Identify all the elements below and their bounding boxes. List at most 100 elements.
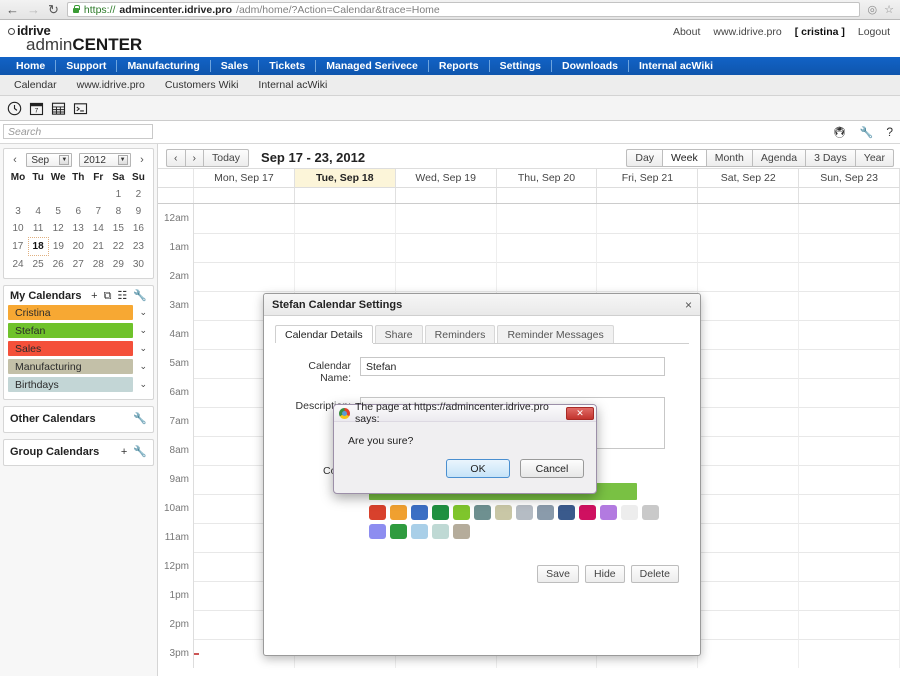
mini-calendar-day[interactable]: 2 [135, 189, 142, 200]
calendar-slot[interactable] [597, 262, 699, 291]
calendar-color-bar[interactable]: Sales ⌄ [8, 341, 147, 356]
mini-calendar-day[interactable]: 22 [112, 241, 124, 252]
day-header-tue[interactable]: Tue, Sep 18 [294, 169, 396, 187]
tab-calendar-details[interactable]: Calendar Details [275, 325, 373, 343]
import-calendar-icon[interactable]: ☷ [117, 289, 128, 302]
add-calendar-icon[interactable]: + [91, 289, 98, 302]
mini-calendar-day[interactable]: 28 [92, 258, 104, 270]
all-day-cell[interactable] [799, 188, 900, 203]
calendar-today-button[interactable]: Today [203, 148, 250, 167]
calendar-slot[interactable] [698, 494, 800, 523]
nav-item-reports[interactable]: Reports [429, 60, 490, 72]
calendar-list-item[interactable]: Birthdays ⌄ [8, 377, 149, 392]
all-day-cell[interactable] [497, 188, 598, 203]
calendar-list-item[interactable]: Manufacturing ⌄ [8, 359, 149, 374]
tab-reminders[interactable]: Reminders [424, 325, 496, 343]
calendar-list-item[interactable]: Sales ⌄ [8, 341, 149, 356]
help-icon[interactable]: ? [886, 125, 893, 139]
all-day-cell[interactable] [295, 188, 396, 203]
save-button[interactable]: Save [537, 565, 580, 583]
brand-logo[interactable]: idrive adminCENTER [0, 20, 900, 53]
mini-calendar-day[interactable]: 14 [92, 223, 104, 235]
mini-calendar-day[interactable]: 6 [75, 206, 81, 217]
color-swatch[interactable] [390, 505, 407, 520]
view-button-day[interactable]: Day [626, 148, 663, 167]
day-header-sun[interactable]: Sun, Sep 23 [799, 169, 900, 187]
wrench-icon[interactable]: 🔧 [859, 126, 874, 139]
mini-calendar-day[interactable]: 26 [52, 258, 64, 270]
calendar-slot[interactable] [698, 349, 800, 378]
nav-item-home[interactable]: Home [6, 60, 57, 72]
color-swatch[interactable] [621, 505, 638, 520]
calendar-color-bar[interactable]: Manufacturing ⌄ [8, 359, 147, 374]
calendar-slot[interactable] [799, 349, 900, 378]
calendar-slot[interactable] [698, 523, 800, 552]
mini-calendar-prev-button[interactable]: ‹ [13, 154, 17, 166]
color-swatch[interactable] [369, 505, 386, 520]
mini-calendar-day[interactable]: 8 [115, 206, 122, 217]
calendar-slot[interactable] [396, 204, 497, 233]
mini-calendar-day[interactable]: 1 [115, 189, 122, 200]
chevron-down-icon[interactable]: ⌄ [139, 361, 147, 371]
color-swatch[interactable] [432, 524, 449, 539]
mini-calendar-day[interactable]: 30 [132, 258, 144, 270]
nav-item-manufacturing[interactable]: Manufacturing [117, 60, 211, 72]
day-header-mon[interactable]: Mon, Sep 17 [194, 169, 295, 187]
calendar-slot[interactable] [194, 262, 295, 291]
calendar-slot[interactable] [698, 552, 800, 581]
calendar-slot[interactable] [294, 262, 396, 291]
calendar-slot[interactable] [698, 378, 800, 407]
calendar-slot[interactable] [395, 233, 497, 262]
calendar-slot[interactable] [799, 233, 900, 262]
calendar-slot[interactable] [799, 436, 900, 465]
mini-calendar-day[interactable]: 20 [72, 241, 84, 252]
calendar-slot[interactable] [799, 610, 900, 639]
all-day-cell[interactable] [698, 188, 800, 203]
nav-item-settings[interactable]: Settings [490, 60, 552, 72]
calendar-slot[interactable] [698, 291, 800, 320]
color-swatch[interactable] [411, 524, 428, 539]
calendar-slot[interactable] [597, 204, 699, 233]
view-button-month[interactable]: Month [705, 148, 752, 167]
calendar-icon[interactable]: 7 [29, 101, 44, 116]
mini-calendar-day[interactable]: 19 [52, 241, 64, 252]
calendar-slot[interactable] [799, 552, 900, 581]
all-day-cell[interactable] [396, 188, 497, 203]
shield-icon[interactable]: ◎ [867, 4, 878, 16]
color-swatch[interactable] [495, 505, 512, 520]
color-swatch[interactable] [600, 505, 617, 520]
mini-calendar-day[interactable]: 29 [112, 258, 124, 270]
calendar-next-button[interactable]: › [184, 148, 203, 167]
mini-calendar-day[interactable]: 23 [132, 241, 144, 252]
calendar-slot[interactable] [698, 639, 800, 668]
mini-calendar-day[interactable]: 13 [72, 223, 84, 235]
nav-item-tickets[interactable]: Tickets [259, 60, 317, 72]
mini-calendar-day[interactable]: 17 [12, 241, 24, 252]
calendar-slot[interactable] [698, 436, 800, 465]
calendar-slot[interactable] [698, 581, 800, 610]
calendar-color-bar[interactable]: Stefan ⌄ [8, 323, 147, 338]
calendar-slot[interactable] [799, 639, 900, 668]
search-input[interactable] [3, 124, 153, 139]
calendar-prev-button[interactable]: ‹ [166, 148, 185, 167]
color-swatch[interactable] [411, 505, 428, 520]
calendar-name-input[interactable] [360, 357, 665, 376]
tab-share[interactable]: Share [374, 325, 423, 343]
calendar-slot[interactable] [295, 204, 396, 233]
color-swatch[interactable] [390, 524, 407, 539]
nav-item-downloads[interactable]: Downloads [552, 60, 629, 72]
calendar-color-bar[interactable]: Birthdays ⌄ [8, 377, 147, 392]
print-icon[interactable]: 🖲 [832, 126, 847, 139]
address-bar[interactable]: https://admincenter.idrive.pro/adm/home/… [66, 2, 860, 17]
chevron-down-icon[interactable]: ⌄ [139, 307, 147, 317]
calendar-color-bar[interactable]: Cristina ⌄ [8, 305, 147, 320]
calendar-slot[interactable] [497, 204, 598, 233]
copy-calendar-icon[interactable]: ⧉ [103, 289, 112, 302]
all-day-cell[interactable] [194, 188, 295, 203]
color-swatch[interactable] [537, 505, 554, 520]
mini-calendar-day[interactable]: 9 [135, 206, 142, 217]
calendar-slot[interactable] [698, 465, 800, 494]
all-day-cell[interactable] [597, 188, 699, 203]
subnav-item-customers-wiki[interactable]: Customers Wiki [164, 79, 239, 91]
calculator-icon[interactable] [51, 101, 66, 116]
